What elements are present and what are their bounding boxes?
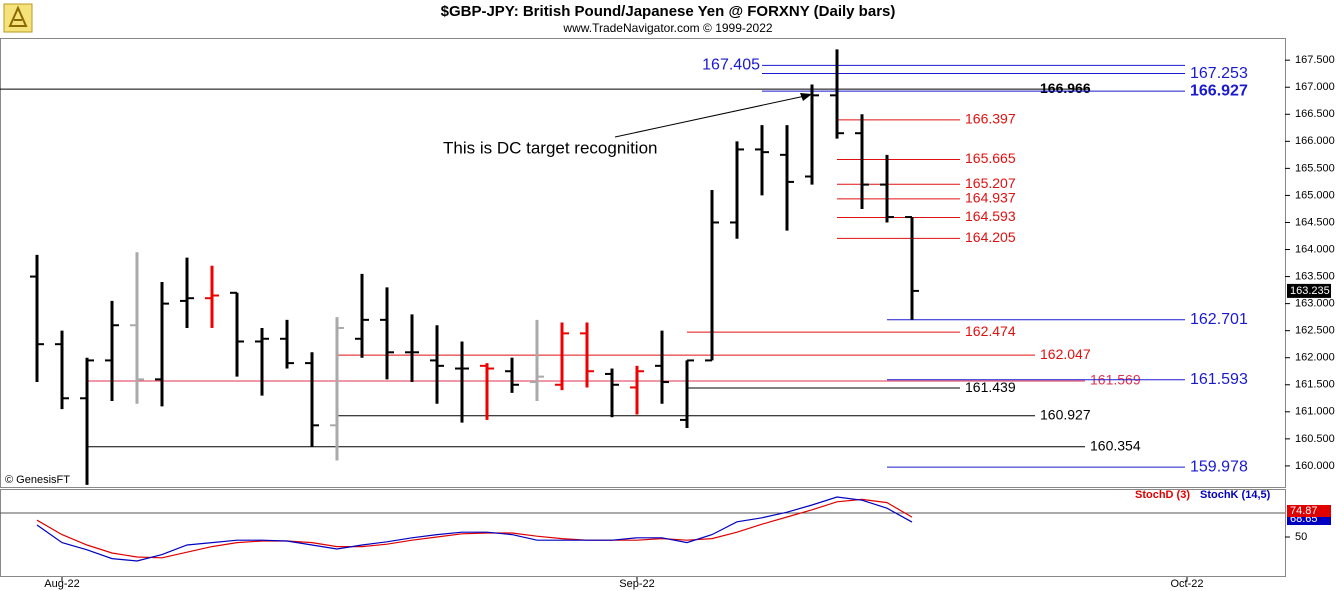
level-label: 164.205 bbox=[965, 229, 1016, 245]
level-label: 164.593 bbox=[965, 208, 1016, 224]
level-label: 167.253 bbox=[1190, 65, 1248, 82]
level-label: 162.047 bbox=[1040, 346, 1091, 362]
y-tick-label: 163.500 bbox=[1295, 270, 1335, 282]
last-price-box bbox=[1287, 283, 1331, 298]
x-tick-label: Sep-22 bbox=[619, 578, 654, 590]
y-tick-label: 160.000 bbox=[1295, 460, 1335, 472]
y-tick-label: 165.500 bbox=[1295, 162, 1335, 174]
x-tick-label: Aug-22 bbox=[44, 578, 79, 590]
stoch-line bbox=[36, 496, 913, 562]
stoch-panel bbox=[0, 489, 1286, 577]
y-tick-label: 163.000 bbox=[1295, 298, 1335, 310]
level-label: 159.978 bbox=[1190, 458, 1248, 475]
y-tick-label: 165.000 bbox=[1295, 189, 1335, 201]
y-tick-label: 161.500 bbox=[1295, 379, 1335, 391]
level-label: 162.701 bbox=[1190, 311, 1248, 328]
stoch-readout-box bbox=[1287, 505, 1331, 517]
level-label: 165.207 bbox=[965, 175, 1016, 191]
price-panel bbox=[0, 38, 1286, 488]
legend-entry: StochD (3) bbox=[1135, 489, 1190, 501]
subtitle: www.TradeNavigator.com © 1999-2022 bbox=[562, 21, 772, 35]
annotation-arrow bbox=[614, 93, 812, 138]
level-label: 160.354 bbox=[1090, 437, 1141, 453]
x-tick-label: Oct-22 bbox=[1170, 578, 1203, 590]
y-tick-label: 161.000 bbox=[1295, 406, 1335, 418]
y-tick-label: 167.000 bbox=[1295, 81, 1335, 93]
chart-title: $GBP-JPY: British Pound/Japanese Yen @ F… bbox=[441, 3, 896, 20]
y-tick-label: 166.500 bbox=[1295, 108, 1335, 120]
level-label: 167.405 bbox=[702, 57, 760, 74]
y-tick-label: 160.500 bbox=[1295, 433, 1335, 445]
level-label: 166.966 bbox=[1040, 80, 1091, 96]
level-label: 164.937 bbox=[965, 190, 1016, 206]
logo bbox=[3, 3, 33, 33]
stoch-tick-label: 50 bbox=[1295, 531, 1307, 543]
annotation: This is DC target recognition bbox=[443, 138, 657, 157]
y-tick-label: 164.000 bbox=[1295, 243, 1335, 255]
level-label: 160.927 bbox=[1040, 406, 1091, 422]
level-label: 166.927 bbox=[1190, 82, 1248, 99]
level-label: 166.397 bbox=[965, 111, 1016, 127]
level-label: 162.474 bbox=[965, 323, 1016, 339]
stoch-readout: 74.87 bbox=[1290, 505, 1318, 517]
level-label: 161.593 bbox=[1190, 371, 1248, 388]
stoch-line bbox=[36, 498, 913, 559]
y-tick-label: 164.500 bbox=[1295, 216, 1335, 228]
legend-entry: StochK (14,5) bbox=[1200, 489, 1271, 501]
last-price: 163.235 bbox=[1290, 285, 1330, 297]
level-label: 161.439 bbox=[965, 379, 1016, 395]
level-label: 165.665 bbox=[965, 150, 1016, 166]
y-tick-label: 167.500 bbox=[1295, 54, 1335, 66]
y-tick-label: 162.000 bbox=[1295, 352, 1335, 364]
copyright: © GenesisFT bbox=[5, 474, 70, 486]
y-tick-label: 166.000 bbox=[1295, 135, 1335, 147]
y-tick-label: 162.500 bbox=[1295, 325, 1335, 337]
